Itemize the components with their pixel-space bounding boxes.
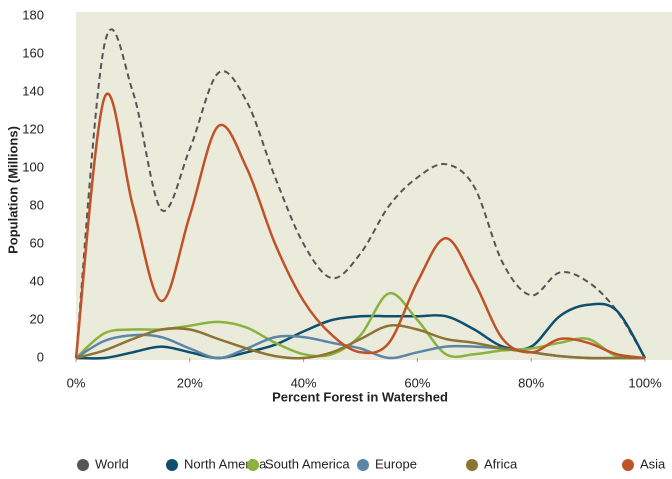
x-tick-label: 0% bbox=[67, 375, 86, 390]
y-axis-title: Population (Millions) bbox=[5, 126, 20, 254]
legend-label: World bbox=[95, 456, 129, 471]
y-tick-label: 60 bbox=[30, 235, 44, 250]
x-tick-label: 40% bbox=[291, 375, 317, 390]
legend-label: Asia bbox=[640, 456, 666, 471]
y-tick-label: 80 bbox=[30, 197, 44, 212]
y-tick-label: 40 bbox=[30, 273, 44, 288]
series-line bbox=[75, 302, 647, 360]
legend-label: Europe bbox=[375, 456, 417, 471]
x-tick-label: 100% bbox=[628, 375, 662, 390]
y-tick-label: 120 bbox=[22, 121, 44, 136]
legend-label: Africa bbox=[484, 456, 518, 471]
y-tick-label: 160 bbox=[22, 45, 44, 60]
legend-swatch bbox=[357, 459, 369, 471]
legend-swatch bbox=[622, 459, 634, 471]
y-tick-label: 100 bbox=[22, 159, 44, 174]
legend-label: North America bbox=[184, 456, 267, 471]
y-tick-label: 180 bbox=[22, 7, 44, 22]
x-tick-label: 80% bbox=[518, 375, 544, 390]
series-line bbox=[75, 28, 646, 359]
x-tick-label: 20% bbox=[177, 375, 203, 390]
x-tick-label: 60% bbox=[404, 375, 430, 390]
series-line bbox=[75, 324, 645, 360]
legend-swatch bbox=[77, 459, 89, 471]
series-line bbox=[74, 92, 646, 360]
y-tick-label: 0 bbox=[37, 349, 44, 364]
x-axis-title: Percent Forest in Watershed bbox=[272, 389, 448, 404]
legend-swatch bbox=[247, 459, 259, 471]
y-tick-label: 140 bbox=[22, 83, 44, 98]
plot-background bbox=[76, 12, 672, 360]
y-tick-label: 20 bbox=[30, 311, 44, 326]
legend-label: South America bbox=[265, 456, 350, 471]
legend-swatch bbox=[166, 459, 178, 471]
legend-swatch bbox=[466, 459, 478, 471]
